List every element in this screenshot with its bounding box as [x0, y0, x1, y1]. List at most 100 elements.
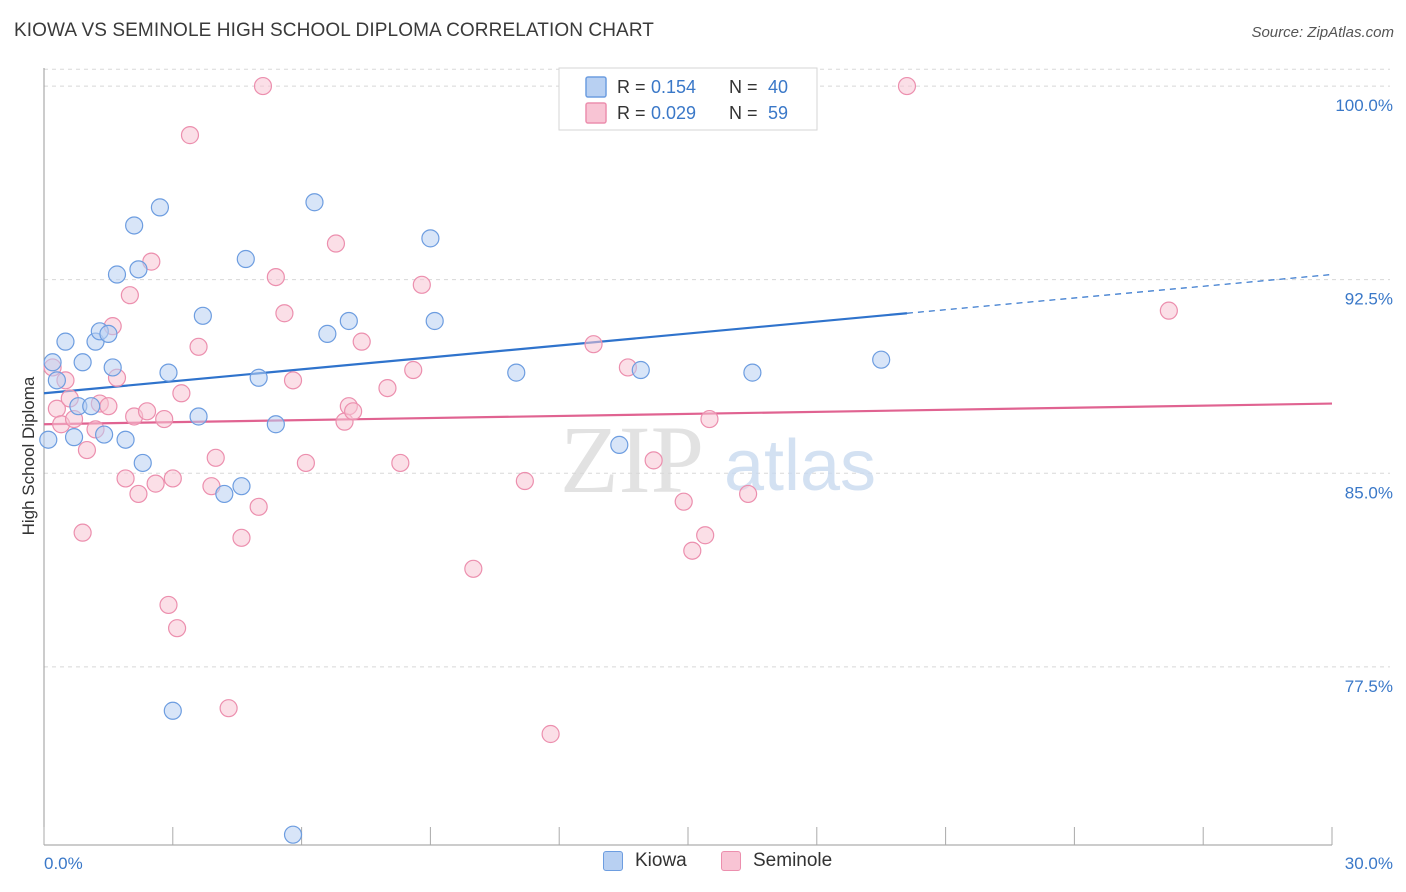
y-tick-label: 77.5%: [1345, 677, 1393, 696]
seminole-point[interactable]: [163, 469, 182, 488]
seminole-point[interactable]: [897, 76, 917, 96]
kiowa-point[interactable]: [95, 425, 114, 444]
seminole-point[interactable]: [696, 526, 715, 545]
kiowa-point[interactable]: [99, 324, 118, 343]
seminole-point[interactable]: [253, 76, 273, 96]
seminole-point[interactable]: [167, 619, 187, 638]
seminole-point[interactable]: [77, 440, 97, 460]
seminole-point[interactable]: [116, 469, 135, 488]
kiowa-point[interactable]: [39, 430, 58, 449]
seminole-point[interactable]: [137, 402, 157, 421]
legend-label-kiowa: Kiowa: [635, 850, 687, 871]
kiowa-point[interactable]: [103, 358, 122, 377]
kiowa-point[interactable]: [125, 216, 144, 235]
kiowa-point[interactable]: [283, 825, 303, 844]
seminole-n-label: N =: [729, 103, 758, 123]
legend-label-seminole: Seminole: [753, 850, 833, 871]
seminole-point[interactable]: [683, 541, 702, 560]
legend-item-kiowa[interactable]: Kiowa: [603, 850, 687, 872]
kiowa-point[interactable]: [73, 353, 92, 372]
kiowa-legend-swatch: [585, 76, 607, 98]
seminole-point[interactable]: [232, 528, 251, 547]
seminole-point[interactable]: [391, 453, 410, 473]
kiowa-point[interactable]: [116, 430, 135, 449]
x-tick-label-min: 0.0%: [44, 854, 83, 873]
seminole-point[interactable]: [296, 453, 315, 473]
kiowa-point[interactable]: [232, 477, 251, 496]
seminole-point[interactable]: [219, 699, 238, 718]
kiowa-point[interactable]: [421, 229, 440, 248]
kiowa-point[interactable]: [64, 428, 84, 447]
seminole-point[interactable]: [73, 523, 92, 542]
seminole-point[interactable]: [206, 448, 225, 467]
y-tick-label: 92.5%: [1345, 290, 1393, 309]
seminole-legend-swatch: [585, 102, 607, 124]
kiowa-point[interactable]: [159, 363, 178, 382]
kiowa-point[interactable]: [507, 363, 526, 382]
stats-legend: R = 0.154 N = 40 R = 0.029 N = 59: [558, 67, 818, 131]
seminole-n-value: 59: [768, 103, 788, 123]
kiowa-point[interactable]: [249, 368, 268, 387]
kiowa-point[interactable]: [133, 453, 152, 473]
seminole-point[interactable]: [249, 497, 268, 516]
seminole-point[interactable]: [326, 234, 346, 253]
kiowa-point[interactable]: [43, 353, 62, 372]
seminole-point[interactable]: [172, 384, 191, 403]
seminole-point[interactable]: [344, 402, 363, 421]
kiowa-point[interactable]: [189, 407, 208, 426]
kiowa-point[interactable]: [215, 484, 234, 504]
kiowa-point[interactable]: [47, 371, 66, 390]
seminole-swatch: [721, 851, 741, 871]
kiowa-point[interactable]: [107, 265, 127, 284]
seminole-point[interactable]: [644, 451, 663, 470]
kiowa-point[interactable]: [236, 249, 255, 269]
seminole-trend-line: [43, 402, 1333, 426]
seminole-point[interactable]: [404, 360, 423, 380]
gridlines: [44, 68, 1390, 668]
kiowa-point[interactable]: [743, 363, 762, 382]
kiowa-point[interactable]: [56, 332, 75, 351]
kiowa-n-label: N =: [729, 77, 758, 97]
seminole-point[interactable]: [180, 126, 200, 145]
seminole-point[interactable]: [266, 267, 285, 287]
seminole-point[interactable]: [541, 724, 560, 744]
kiowa-point[interactable]: [318, 324, 337, 343]
seminole-point[interactable]: [352, 332, 371, 351]
seminole-r-value: 0.029: [651, 103, 696, 123]
kiowa-point[interactable]: [129, 260, 148, 279]
y-tick-label: 85.0%: [1345, 483, 1393, 502]
seminole-point[interactable]: [283, 371, 303, 390]
seminole-point[interactable]: [155, 409, 174, 429]
kiowa-point[interactable]: [610, 435, 629, 454]
seminole-point[interactable]: [146, 474, 165, 493]
seminole-point[interactable]: [1159, 301, 1178, 320]
seminole-point[interactable]: [515, 471, 534, 491]
seminole-point[interactable]: [99, 397, 118, 416]
kiowa-point[interactable]: [150, 198, 170, 217]
seminole-point[interactable]: [412, 275, 431, 294]
kiowa-point[interactable]: [631, 360, 650, 380]
seminole-r-label: R =: [617, 103, 646, 123]
kiowa-point[interactable]: [872, 350, 891, 369]
seminole-point[interactable]: [120, 286, 139, 305]
seminole-point[interactable]: [275, 304, 294, 323]
kiowa-point[interactable]: [425, 311, 444, 331]
kiowa-point[interactable]: [339, 311, 358, 331]
x-tick-label-max: 30.0%: [1345, 854, 1393, 873]
kiowa-point[interactable]: [82, 397, 101, 416]
kiowa-point[interactable]: [305, 193, 324, 212]
seminole-point[interactable]: [739, 484, 758, 504]
seminole-point[interactable]: [674, 492, 693, 511]
kiowa-point[interactable]: [266, 415, 285, 434]
legend-item-seminole[interactable]: Seminole: [721, 850, 832, 872]
kiowa-point[interactable]: [193, 306, 212, 325]
seminole-point[interactable]: [159, 595, 178, 615]
seminole-point[interactable]: [189, 337, 208, 356]
seminole-point[interactable]: [464, 559, 483, 578]
seminole-point[interactable]: [129, 484, 148, 504]
seminole-point[interactable]: [700, 409, 719, 429]
kiowa-point[interactable]: [163, 701, 182, 720]
seminole-point[interactable]: [584, 335, 603, 354]
seminole-point[interactable]: [378, 378, 397, 398]
